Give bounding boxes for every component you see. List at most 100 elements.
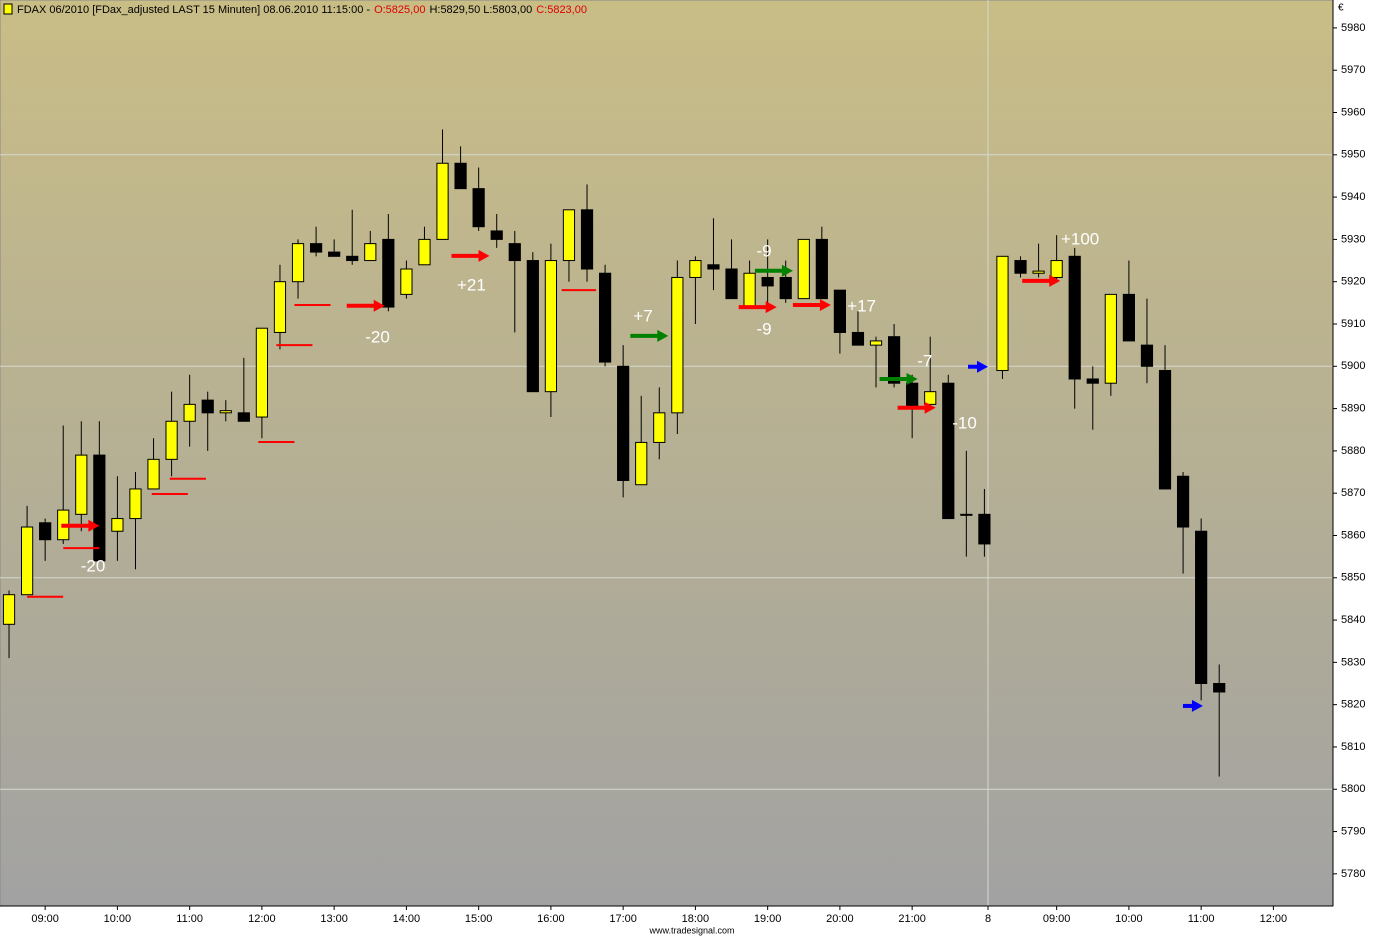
- y-tick-label: 5980: [1341, 22, 1365, 34]
- x-tick-label: 14:00: [393, 913, 421, 925]
- candle-body: [942, 382, 955, 520]
- candle-body: [1068, 255, 1081, 380]
- candle-body: [960, 513, 973, 516]
- candle-body: [273, 281, 287, 333]
- ohlc-label: H:5829,50 L:5803,00: [429, 4, 532, 16]
- candle-body: [833, 289, 846, 333]
- candle-body: [39, 522, 52, 541]
- candle-body: [2, 594, 16, 625]
- candle-body: [1086, 378, 1099, 384]
- candle-body: [328, 251, 341, 257]
- annotation: +17: [847, 297, 876, 316]
- y-tick-label: 5840: [1341, 614, 1365, 626]
- candle-body: [797, 238, 810, 300]
- candle-body: [111, 518, 124, 532]
- y-tick-label: 5950: [1341, 149, 1365, 161]
- y-tick-label: 5920: [1341, 276, 1365, 288]
- candle-body: [617, 365, 630, 481]
- candle-body: [635, 441, 648, 486]
- candle-body: [671, 276, 684, 414]
- candle-body: [1140, 344, 1154, 367]
- candle-body: [1195, 530, 1208, 685]
- x-tick-label: 11:00: [1188, 913, 1215, 925]
- candle-body: [508, 243, 521, 262]
- x-tick-label: 10:00: [1115, 913, 1143, 925]
- candle-body: [743, 272, 756, 308]
- y-tick-label: 5930: [1341, 233, 1365, 245]
- candle-body: [472, 188, 485, 228]
- signal-arrow: [451, 249, 490, 262]
- candle-body: [887, 336, 901, 384]
- y-unit: €: [1338, 3, 1344, 14]
- x-tick-label: 09:00: [1043, 913, 1071, 925]
- candle-body: [1050, 260, 1063, 278]
- signal-arrow: [968, 360, 989, 373]
- ohlc-label: O:5825,00: [374, 4, 425, 16]
- candle-body: [400, 268, 413, 295]
- arrow-head: [924, 401, 936, 414]
- candle-body: [129, 488, 142, 520]
- y-tick-label: 5830: [1341, 656, 1365, 668]
- y-tick-label: 5940: [1341, 191, 1365, 203]
- ohlc-label: C:5823,00: [536, 4, 587, 16]
- signal-arrow: [1182, 699, 1203, 712]
- signal-arrow: [879, 372, 918, 385]
- x-tick-label: 11:00: [176, 913, 203, 925]
- arrow-head: [906, 372, 918, 385]
- candle-body: [1104, 293, 1117, 384]
- y-tick-label: 5860: [1341, 529, 1365, 541]
- candle-body: [219, 410, 232, 414]
- candle-body: [183, 403, 196, 422]
- candle-body: [75, 454, 88, 515]
- signal-arrow: [1022, 274, 1061, 287]
- y-tick-label: 5790: [1341, 825, 1365, 837]
- candle-body: [382, 238, 395, 308]
- y-tick-label: 5870: [1341, 487, 1365, 499]
- signal-arrow: [346, 299, 385, 312]
- candle-body: [1122, 293, 1135, 342]
- signal-arrow: [630, 329, 669, 342]
- candle-body: [147, 458, 160, 490]
- chart-title: FDAX 06/2010 [FDax_adjusted LAST 15 Minu…: [17, 4, 587, 16]
- arrow-head: [478, 249, 490, 262]
- candle-body: [725, 268, 738, 300]
- annotation: +21: [457, 275, 486, 294]
- candle-body: [1032, 270, 1045, 274]
- title-text: FDAX 06/2010 [FDax_adjusted LAST 15 Minu…: [17, 4, 370, 16]
- candle-body: [1176, 475, 1190, 528]
- x-tick-label: 21:00: [898, 913, 926, 925]
- x-tick-label: 15:00: [465, 913, 493, 925]
- candle-body: [436, 162, 449, 240]
- candle-body: [851, 331, 865, 346]
- x-tick-label: 12:00: [248, 913, 276, 925]
- signal-arrow: [61, 519, 100, 532]
- annotation: -10: [952, 413, 977, 432]
- candle-body: [454, 162, 467, 190]
- candle-body: [93, 454, 106, 562]
- candle-body: [165, 420, 178, 460]
- source: www.tradesignal.com: [648, 925, 734, 935]
- y-tick-label: 5850: [1341, 572, 1365, 584]
- x-tick-label: 17:00: [609, 913, 637, 925]
- candle-body: [924, 391, 937, 405]
- x-tick-label: 09:00: [31, 913, 59, 925]
- x-tick-label: 19:00: [754, 913, 782, 925]
- y-tick-label: 5960: [1341, 106, 1365, 118]
- y-tick-label: 5890: [1341, 402, 1365, 414]
- annotation: -20: [365, 327, 390, 346]
- x-tick-label: 13:00: [320, 913, 348, 925]
- x-tick-label: 12:00: [1260, 913, 1288, 925]
- arrow-head: [977, 360, 989, 373]
- candle-body: [815, 238, 828, 300]
- x-tick-label: 8: [985, 913, 991, 925]
- candle-body: [869, 340, 883, 346]
- arrow-head: [88, 519, 100, 532]
- arrow-head: [1191, 699, 1203, 712]
- candle-body: [526, 260, 539, 393]
- candle-body: [598, 272, 612, 363]
- candle-body: [996, 255, 1009, 372]
- candle-body: [653, 412, 666, 443]
- candle-body: [309, 243, 323, 253]
